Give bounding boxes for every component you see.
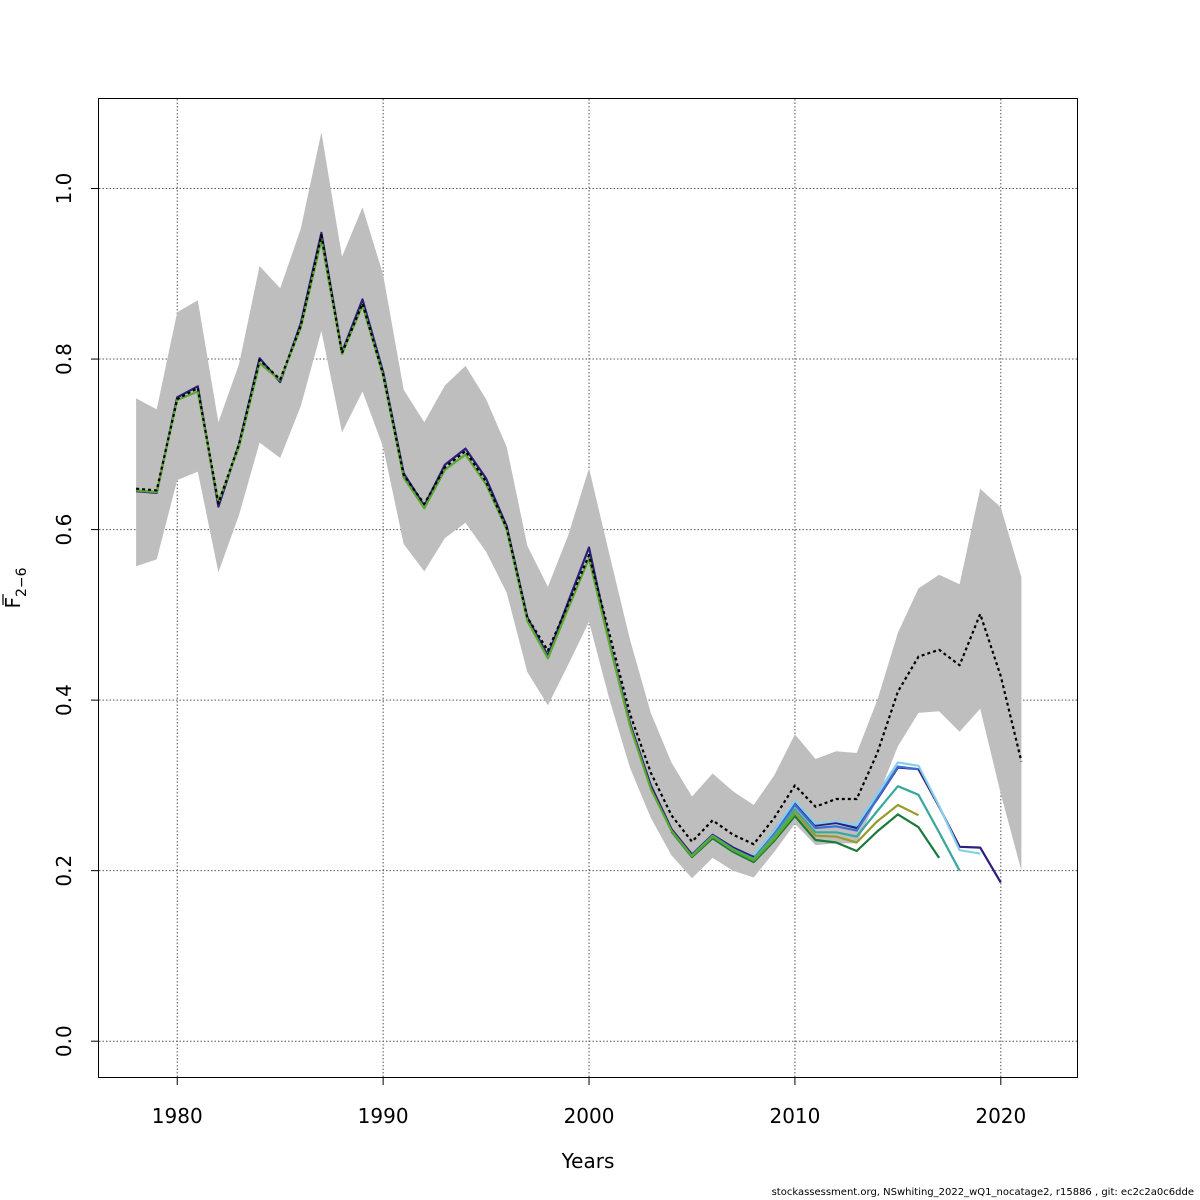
- y-axis: 0.0 0.2 0.4 0.6 0.8 1.0: [52, 173, 99, 1057]
- svg-text:F2−6: F2−6: [1, 567, 30, 608]
- y-axis-title: F2−6: [1, 567, 30, 608]
- series-line-6: [670, 813, 941, 864]
- x-tick-label: 2000: [564, 1104, 615, 1128]
- series-lines: [136, 231, 1023, 884]
- confidence-band-area: [136, 132, 1022, 879]
- y-tick-label: 0.0: [52, 1025, 76, 1057]
- y-tick-label: 0.8: [52, 343, 76, 375]
- x-tick-label: 2020: [975, 1104, 1026, 1128]
- y-tick-label: 0.6: [52, 514, 76, 546]
- x-tick-label: 2010: [769, 1104, 820, 1128]
- series-line-7: [136, 238, 796, 862]
- y-tick-label: 1.0: [52, 173, 76, 205]
- series-line-2: [752, 761, 981, 857]
- x-tick-label: 1990: [358, 1104, 409, 1128]
- plot-frame: [98, 98, 1078, 1078]
- x-tick-label: 1980: [152, 1104, 203, 1128]
- y-axis-title-base: F: [1, 597, 25, 609]
- footer-credit: stockassessment.org, NSwhiting_2022_wQ1_…: [771, 1187, 1194, 1198]
- y-tick-label: 0.4: [52, 684, 76, 716]
- x-axis-title: Years: [561, 1149, 615, 1173]
- confidence-band: [136, 132, 1022, 879]
- x-axis: 1980 1990 2000 2010 2020: [152, 1077, 1026, 1128]
- y-tick-label: 0.2: [52, 855, 76, 887]
- series-line-1: [136, 231, 1002, 884]
- y-axis-title-subscript: 2−6: [14, 567, 30, 597]
- series-line-3: [752, 765, 919, 861]
- series-line-0: [136, 234, 1023, 846]
